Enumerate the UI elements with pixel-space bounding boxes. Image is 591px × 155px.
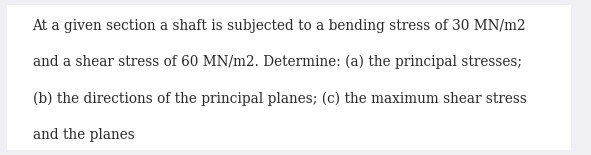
Text: and the planes: and the planes [33,128,134,142]
Text: and a shear stress of 60 MN/m2. Determine: (a) the principal stresses;: and a shear stress of 60 MN/m2. Determin… [33,55,521,69]
Text: At a given section a shaft is subjected to a bending stress of 30 MN/m2: At a given section a shaft is subjected … [33,19,526,33]
Text: (b) the directions of the principal planes; (c) the maximum shear stress: (b) the directions of the principal plan… [33,91,527,106]
FancyBboxPatch shape [7,5,571,150]
